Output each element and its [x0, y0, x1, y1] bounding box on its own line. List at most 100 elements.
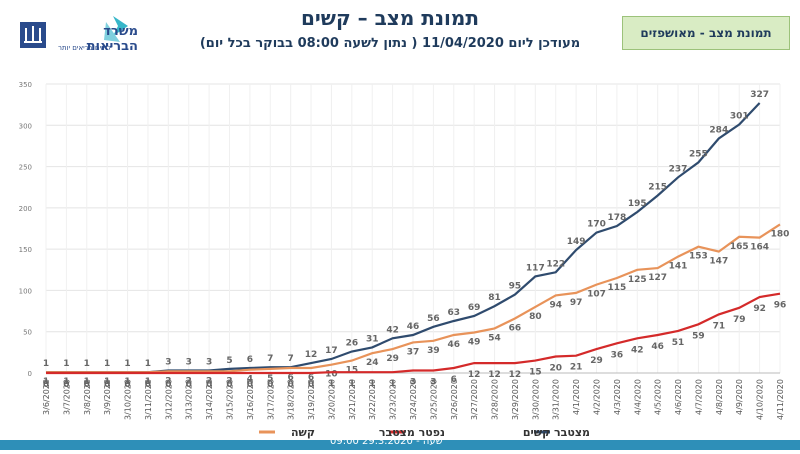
data-label: 56 [427, 314, 440, 324]
data-label: 153 [689, 252, 708, 262]
line-chart: 0 50 100 150 200 250 300 350 3/6/2020 3/7/2020 3/8… [0, 70, 800, 450]
data-label: 1 [84, 359, 90, 369]
x-tick-label: 3/14/2020 [205, 379, 214, 420]
x-tick-label: 3/16/2020 [246, 379, 255, 420]
data-label: 0 [104, 380, 110, 390]
data-label: 0 [267, 380, 273, 390]
x-tick-label: 3/27/2020 [470, 379, 479, 420]
data-label: 46 [407, 322, 420, 332]
data-label: 327 [750, 90, 769, 100]
legend-label: נפטר מצטבר [379, 426, 445, 439]
data-label: 15 [529, 368, 542, 378]
data-label: 237 [669, 164, 688, 174]
data-label: 80 [529, 312, 542, 322]
legend-label: קשה [291, 426, 315, 439]
data-label: 6 [451, 375, 457, 385]
data-label: 17 [325, 346, 338, 356]
data-label: 6 [308, 373, 314, 383]
data-label: 5 [226, 356, 232, 366]
data-label: 0 [206, 380, 212, 390]
x-tick-label: 4/5/2020 [654, 379, 663, 415]
data-label: 215 [648, 182, 667, 192]
legend-label: מצטבר קשים [523, 426, 590, 439]
data-label: 1 [369, 379, 375, 389]
data-label: 125 [628, 275, 647, 285]
x-tick-label: 3/17/2020 [266, 379, 275, 420]
x-tick-label: 3/30/2020 [531, 379, 540, 420]
x-tick-label: 3/25/2020 [429, 379, 438, 420]
data-label: 95 [509, 282, 522, 292]
data-label: 0 [145, 380, 151, 390]
data-label: 0 [84, 380, 90, 390]
data-label: 141 [669, 262, 688, 272]
data-label: 1 [124, 377, 130, 387]
data-label: 46 [651, 342, 664, 352]
data-label: 7 [288, 354, 294, 364]
data-label: 107 [587, 290, 606, 300]
data-label: 21 [570, 363, 583, 373]
x-tick-label: 3/6/2020 [42, 379, 51, 415]
data-label: 1 [63, 359, 69, 369]
data-label: 6 [247, 355, 253, 365]
bottom-bar [0, 440, 800, 450]
data-label: 15 [346, 366, 359, 376]
y-tick-label: 250 [19, 164, 32, 172]
data-label: 12 [305, 350, 318, 360]
x-tick-label: 4/2/2020 [593, 379, 602, 415]
data-label: 149 [567, 237, 586, 247]
data-label: 79 [733, 315, 746, 325]
data-label: 36 [611, 350, 624, 360]
x-tick-label: 3/20/2020 [327, 379, 336, 420]
data-label: 63 [448, 308, 461, 318]
data-label: 3 [410, 378, 416, 388]
data-label: 164 [750, 243, 769, 253]
x-tick-label: 3/8/2020 [83, 379, 92, 415]
data-label: 0 [226, 380, 232, 390]
x-tick-label: 3/31/2020 [552, 379, 561, 420]
data-label: 0 [186, 380, 192, 390]
data-label: 51 [672, 338, 685, 348]
x-tick-label: 3/7/2020 [62, 379, 71, 415]
data-label: 20 [549, 363, 562, 373]
x-tick-label: 4/11/2020 [776, 379, 785, 420]
data-label: 1 [349, 379, 355, 389]
data-label: 10 [325, 370, 338, 380]
data-label: 255 [689, 149, 708, 159]
data-label: 94 [549, 300, 562, 310]
data-label: 301 [730, 111, 749, 121]
data-label: 5 [267, 374, 273, 384]
data-label: 195 [628, 199, 647, 209]
data-label: 1 [124, 359, 130, 369]
data-label: 0 [165, 380, 171, 390]
data-label: 69 [468, 303, 481, 313]
data-label: 6 [288, 373, 294, 383]
data-label: 1 [145, 377, 151, 387]
x-tick-label: 3/23/2020 [389, 379, 398, 420]
x-tick-label: 3/22/2020 [368, 379, 377, 420]
data-label: 0 [43, 380, 49, 390]
series-line [46, 223, 781, 374]
data-label: 1 [63, 377, 69, 387]
data-label: 127 [648, 273, 667, 283]
data-label: 29 [590, 356, 603, 366]
x-tick-label: 3/26/2020 [450, 379, 459, 420]
data-label: 81 [488, 293, 501, 303]
data-label: 24 [366, 358, 379, 368]
data-label: 4 [247, 375, 253, 385]
x-tick-label: 3/9/2020 [103, 379, 112, 415]
x-tick-label: 3/12/2020 [164, 379, 173, 420]
data-label: 2 [226, 376, 232, 386]
data-label: 97 [570, 298, 583, 308]
page-title: תמונת מצב – קשים [300, 6, 480, 30]
y-tick-label: 100 [19, 287, 32, 295]
y-tick-label: 50 [23, 329, 32, 337]
data-label: 1 [145, 359, 151, 369]
data-label: 12 [509, 370, 522, 380]
data-label: 3 [430, 378, 436, 388]
data-label: 37 [407, 347, 420, 357]
x-tick-label: 3/24/2020 [409, 379, 418, 420]
page-subtitle: מעודכן ליום 11/04/2020 ( נתון לשעה 08:00… [199, 36, 581, 51]
x-tick-label: 4/7/2020 [694, 379, 703, 415]
y-tick-label: 200 [19, 205, 32, 213]
data-label: 0 [63, 380, 69, 390]
